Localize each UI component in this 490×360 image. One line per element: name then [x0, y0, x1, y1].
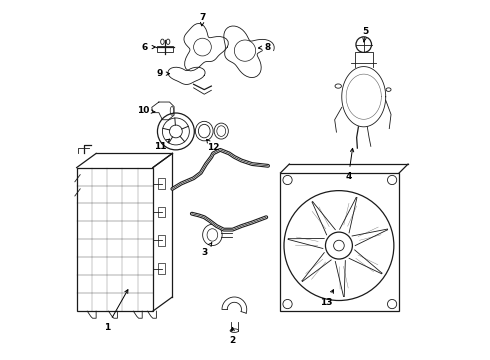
Bar — [157, 46, 173, 53]
Bar — [158, 207, 165, 217]
Bar — [158, 263, 165, 274]
Text: 6: 6 — [142, 42, 155, 51]
Text: 8: 8 — [259, 42, 271, 51]
Bar — [158, 178, 165, 189]
Text: 10: 10 — [137, 107, 155, 116]
Text: 13: 13 — [320, 290, 334, 307]
Bar — [158, 235, 165, 246]
Text: 3: 3 — [201, 243, 212, 257]
Text: 11: 11 — [154, 139, 170, 151]
Text: 2: 2 — [229, 327, 236, 345]
Text: 9: 9 — [156, 69, 170, 78]
Text: 1: 1 — [104, 290, 128, 332]
Text: 7: 7 — [199, 13, 206, 26]
Text: 12: 12 — [207, 139, 220, 152]
Text: 4: 4 — [345, 148, 354, 181]
Text: 5: 5 — [363, 27, 368, 42]
